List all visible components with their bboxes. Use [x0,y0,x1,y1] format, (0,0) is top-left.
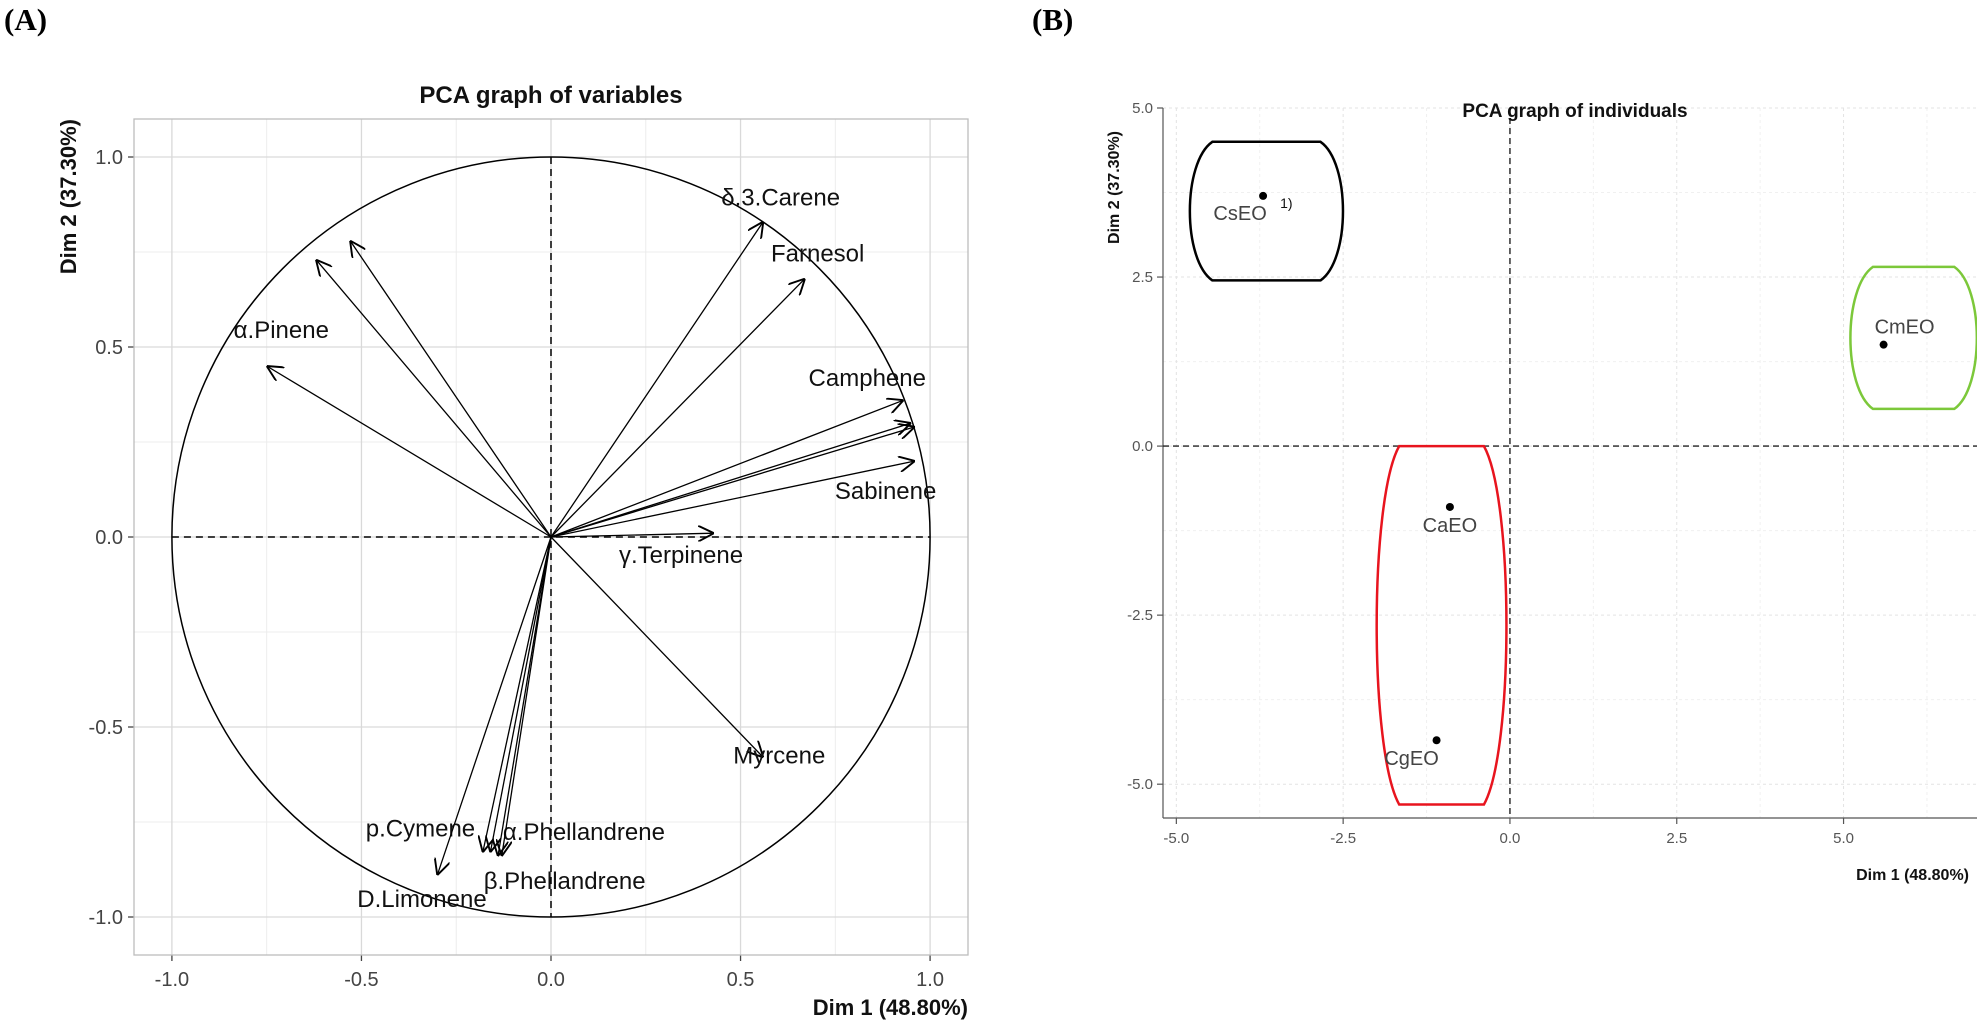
plot-border [133,118,969,956]
variable-label-terpinene: γ.Terpinene [619,542,743,569]
panel-label-b: (B) [1032,2,1074,37]
arrow-d-limonene [437,536,552,875]
arrow-farnesol [550,279,805,538]
variable-label-pinene: α.Pinene [234,317,329,344]
arrow-phellandrene [502,536,552,856]
y-tick-label: 0.0 [95,527,123,549]
variable-label-phellandrene: α.Phellandrene [503,819,665,846]
arrow-terpinene [550,533,714,537]
x-axis-label: Dim 1 (48.80%) [813,995,968,1020]
y-tick-label: 1.0 [95,147,123,169]
variable-label-d-limonene: D.Limonene [357,886,486,913]
variable-label-sabinene: Sabinene [835,478,936,505]
arrow-variable-4 [550,427,915,538]
x-tick-label: -0.5 [344,969,378,991]
arrow-variable-3 [550,423,911,538]
y-tick-label: 0.5 [95,337,123,359]
arrow-3-carene [550,222,763,538]
x-tick-label: -1.0 [155,969,189,991]
variable-label-p-cymene: p.Cymene [366,815,475,842]
x-tick-label: 1.0 [916,969,944,991]
x-tick-label: 0.0 [537,969,565,991]
variable-label-3-carene: δ.3.Carene [721,185,840,212]
y-axis-label: Dim 2 (37.30%) [56,119,81,274]
arrow-camphene [550,400,904,538]
variable-label-phellandrene: β.Phellandrene [484,868,646,895]
arrow-variable-9 [316,260,552,538]
arrow-myrcene [550,536,763,757]
x-tick-label: 0.5 [727,969,755,991]
arrow-variable-12 [490,536,552,852]
arrow-p-cymene [483,536,552,852]
y-tick-label: -0.5 [89,717,123,739]
arrow-variable-10 [350,241,552,538]
variable-label-myrcene: Myrcene [733,742,825,769]
variable-label-farnesol: Farnesol [771,241,864,268]
variable-label-camphene: Camphene [809,365,926,392]
arrow-sabinene [550,461,915,538]
chart-title: PCA graph of variables [419,82,682,109]
panel-label-a: (A) [4,2,48,37]
y-tick-label: -1.0 [89,907,123,929]
arrow-pinene [267,366,552,538]
